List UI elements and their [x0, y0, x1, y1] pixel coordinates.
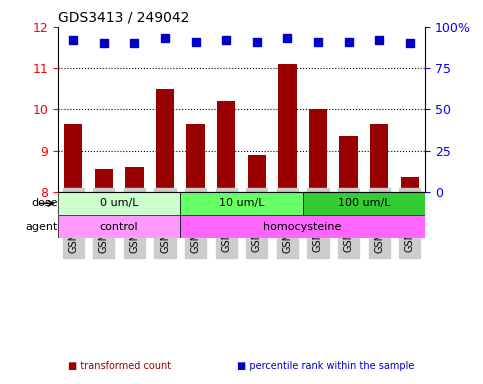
Bar: [95, 169, 113, 192]
FancyBboxPatch shape: [58, 215, 180, 238]
Text: 0 um/L: 0 um/L: [100, 199, 139, 209]
FancyBboxPatch shape: [58, 192, 180, 215]
Bar: [400, 177, 419, 192]
Bar: [278, 64, 297, 192]
Bar: [309, 109, 327, 192]
Bar: [125, 167, 143, 192]
FancyBboxPatch shape: [180, 215, 425, 238]
Bar: [156, 89, 174, 192]
Text: dose: dose: [31, 199, 58, 209]
Text: GDS3413 / 249042: GDS3413 / 249042: [58, 10, 189, 24]
Bar: [370, 124, 388, 192]
Text: control: control: [100, 222, 139, 232]
Bar: [248, 155, 266, 192]
Text: 100 um/L: 100 um/L: [338, 199, 390, 209]
Bar: [340, 136, 358, 192]
FancyBboxPatch shape: [180, 192, 303, 215]
Bar: [217, 101, 235, 192]
FancyBboxPatch shape: [303, 192, 425, 215]
Bar: [186, 124, 205, 192]
Text: agent: agent: [26, 222, 58, 232]
Text: ■ transformed count: ■ transformed count: [68, 361, 171, 371]
Text: homocysteine: homocysteine: [264, 222, 342, 232]
Text: ■ percentile rank within the sample: ■ percentile rank within the sample: [237, 361, 414, 371]
Text: 10 um/L: 10 um/L: [219, 199, 264, 209]
Bar: [64, 124, 83, 192]
